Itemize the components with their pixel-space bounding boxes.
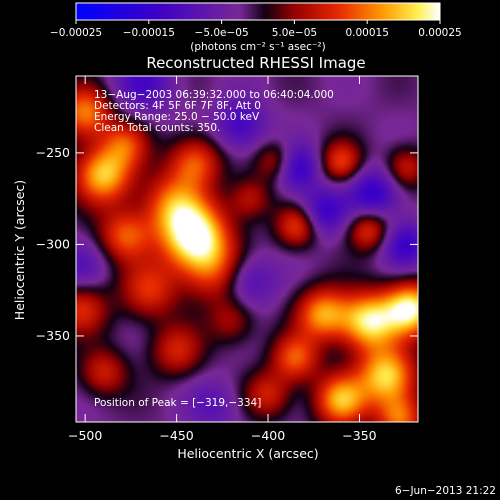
annotation-time: 13−Aug−2003 06:39:32.000 to 06:40:04.000 bbox=[94, 89, 334, 101]
colorbar-tick-label: 0.00025 bbox=[418, 27, 461, 39]
colorbar-tick-label: 0.00015 bbox=[345, 27, 388, 39]
y-axis-label: Heliocentric Y (arcsec) bbox=[12, 180, 27, 320]
colorbar-ticks: −0.00025 −0.00015 −5.0e−05 5.0e−05 0.00015 0.… bbox=[50, 20, 462, 39]
y-axis: −250 −300 −350 bbox=[36, 145, 418, 343]
x-axis: −500 −450 −400 −350 bbox=[68, 76, 377, 443]
y-tick-label: −250 bbox=[36, 145, 70, 160]
x-axis-label: Heliocentric X (arcsec) bbox=[177, 446, 318, 461]
x-tick-label: −400 bbox=[251, 428, 285, 443]
plot-frame bbox=[75, 75, 419, 423]
footer-timestamp: 6−Jun−2013 21:22 bbox=[395, 485, 496, 497]
peak-position-label: Position of Peak = [−319,−334] bbox=[94, 397, 261, 409]
colorbar-tick-label: −5.0e−05 bbox=[195, 27, 249, 39]
heatmap-image bbox=[76, 76, 418, 422]
colorbar-unit-label: (photons cm⁻² s⁻¹ asec⁻²) bbox=[190, 41, 325, 53]
colorbar-tick-label: 5.0e−05 bbox=[272, 27, 317, 39]
x-tick-label: −450 bbox=[159, 428, 193, 443]
x-tick-label: −350 bbox=[342, 428, 376, 443]
colorbar-tick-label: −0.00025 bbox=[50, 27, 102, 39]
annotation-energy: Energy Range: 25.0 − 50.0 keV bbox=[94, 111, 260, 123]
y-tick-label: −350 bbox=[36, 328, 70, 343]
x-tick-label: −500 bbox=[68, 428, 102, 443]
annotation-detectors: Detectors: 4F 5F 6F 7F 8F, Att 0 bbox=[94, 100, 261, 112]
colorbar-frame bbox=[75, 2, 441, 21]
annotation-counts: Clean Total counts: 350. bbox=[94, 122, 220, 134]
colorbar-gradient bbox=[76, 3, 440, 20]
y-tick-label: −300 bbox=[36, 236, 70, 251]
chart-title: Reconstructed RHESSI Image bbox=[146, 54, 365, 72]
colorbar-tick-label: −0.00015 bbox=[123, 27, 175, 39]
